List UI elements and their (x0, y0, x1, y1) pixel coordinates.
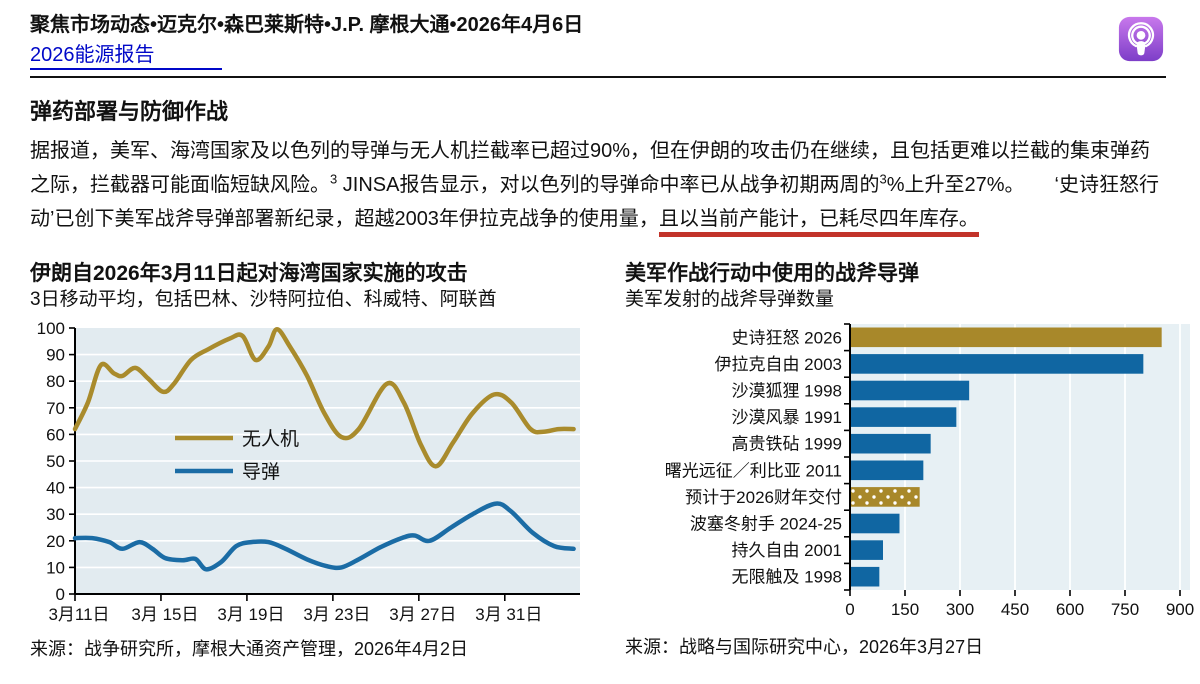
x-tick-label: 3月 31日 (475, 605, 542, 624)
x-tick-label: 3月 15日 (131, 605, 198, 624)
bar-7 (850, 513, 900, 534)
paragraph-text: 3 (879, 171, 887, 187)
report-page: 聚焦市场动态•迈克尔•森巴莱斯特•J.P. 摩根大通•2026年4月6日 202… (30, 12, 1194, 661)
bar-9 (850, 566, 880, 587)
y-tick-label: 60 (46, 425, 65, 444)
bar-6 (850, 487, 920, 507)
bar-5 (850, 460, 924, 481)
x-tick-label: 3月 23日 (303, 605, 370, 624)
bar-chart-block: 美军作战行动中使用的战斧导弹 美军发射的战斧导弹数量 史诗狂怒 2026 伊拉克自… (625, 260, 1200, 661)
bar-label: 沙漠狐狸 1998 (731, 382, 842, 401)
bar-label: 波塞冬射手 2024-25 (690, 515, 842, 534)
y-tick-label: 50 (46, 452, 65, 471)
y-tick-label: 40 (46, 479, 65, 498)
bar-label: 史诗狂怒 2026 (731, 328, 842, 347)
report-header: 聚焦市场动态•迈克尔•森巴莱斯特•J.P. 摩根大通•2026年4月6日 202… (30, 12, 1170, 70)
section-heading: 弹药部署与防御作战 (30, 99, 229, 124)
y-tick-label: 10 (46, 558, 65, 577)
x-tick-label: 3月 27日 (389, 605, 456, 624)
bar-1 (850, 354, 1144, 374)
line-chart-source: 来源：战争研究所，摩根大通资产管理，2026年4月2日 (30, 639, 469, 659)
x-tick-label: 450 (1001, 600, 1029, 619)
bar-label: 持久自由 2001 (731, 541, 842, 560)
x-tick-label: 0 (845, 600, 854, 619)
bar-0 (850, 327, 1162, 348)
y-tick-label: 70 (46, 399, 65, 418)
bar-8 (850, 540, 883, 560)
line-series-0 (72, 327, 576, 469)
bar-label: 沙漠风暴 1991 (731, 408, 842, 427)
bar-label: 预计于2026财年交付 (685, 488, 842, 507)
paragraph-text: %上升至27%。 ‘史诗狂怒行动’已创下美军战斧导弹部署新纪录，超越2003年伊… (30, 174, 1159, 230)
bar-4 (850, 433, 931, 454)
line-chart-canvas: 0 10 20 30 40 50 60 70 80 90 100 3月11日 3月 15日 3月 19日 3… (37, 319, 580, 624)
bar-2 (850, 380, 970, 401)
y-tick-label: 30 (46, 505, 65, 524)
y-tick-label: 80 (46, 372, 65, 391)
bar-chart-subtitle: 美军发射的战斧导弹数量 (625, 289, 835, 310)
x-tick-label: 300 (946, 600, 974, 619)
legend-label: 无人机 (242, 428, 299, 450)
bar-label: 高贵铁砧 1999 (731, 435, 842, 454)
y-tick-label: 90 (46, 346, 65, 365)
apple-podcasts-icon[interactable] (1118, 16, 1164, 62)
bar-label: 伊拉克自由 2003 (714, 355, 842, 374)
x-tick-label: 3月11日 (48, 605, 109, 624)
legend-label: 导弹 (242, 461, 280, 483)
x-tick-label: 750 (1111, 600, 1139, 619)
x-tick-label: 600 (1056, 600, 1084, 619)
line-chart-block: 伊朗自2026年3月11日起对海湾国家实施的攻击 3日移动平均，包括巴林、沙特阿… (30, 260, 585, 661)
line-series-1 (72, 501, 576, 572)
article-paragraph: 据报道，美军、海湾国家及以色列的导弹与无人机拦截率已超过90%，但在伊朗的攻击仍… (30, 134, 1170, 237)
line-chart-title: 伊朗自2026年3月11日起对海湾国家实施的攻击 (30, 262, 468, 285)
bar-label: 无限触及 1998 (731, 568, 842, 587)
y-tick-label: 0 (56, 585, 65, 604)
bar-3 (850, 407, 957, 427)
paragraph-text: 据报道，美军、海湾国家及以色列的导弹与无人机拦截率已超过90%，但在伊朗的攻击仍… (30, 140, 1151, 196)
paragraph-text: JINSA报告显示，对以色列的导弹命中率已从战争初期两周的 (337, 174, 880, 196)
underlined-phrase: 且以当前产能计，已耗尽四年库存。 (658, 208, 979, 237)
report-byline: 聚焦市场动态•迈克尔•森巴莱斯特•J.P. 摩根大通•2026年4月6日 (30, 14, 584, 36)
x-tick-label: 3月 19日 (217, 605, 284, 624)
bar-chart-source: 来源：战略与国际研究中心，2026年3月27日 (625, 637, 984, 657)
y-tick-label: 100 (37, 320, 65, 338)
bar-chart-title: 美军作战行动中使用的战斧导弹 (625, 262, 919, 285)
y-tick-label: 20 (46, 532, 65, 551)
x-tick-label: 150 (891, 600, 919, 619)
bar-chart-canvas: 史诗狂怒 2026 伊拉克自由 2003 沙漠狐狸 1998 沙漠风暴 1991 高贵铁… (665, 323, 1194, 619)
x-tick-label: 900 (1166, 600, 1194, 619)
bar-label: 曙光远征／利比亚 2011 (665, 461, 842, 480)
paragraph-text: 3 (330, 171, 338, 187)
header-divider (30, 76, 1166, 78)
charts-row: 伊朗自2026年3月11日起对海湾国家实施的攻击 3日移动平均，包括巴林、沙特阿… (30, 260, 1194, 661)
header-text-block: 聚焦市场动态•迈克尔•森巴莱斯特•J.P. 摩根大通•2026年4月6日 202… (30, 12, 583, 70)
line-chart-subtitle: 3日移动平均，包括巴林、沙特阿拉伯、科威特、阿联酋 (30, 289, 497, 310)
energy-report-link[interactable]: 2026能源报告 (30, 42, 222, 70)
